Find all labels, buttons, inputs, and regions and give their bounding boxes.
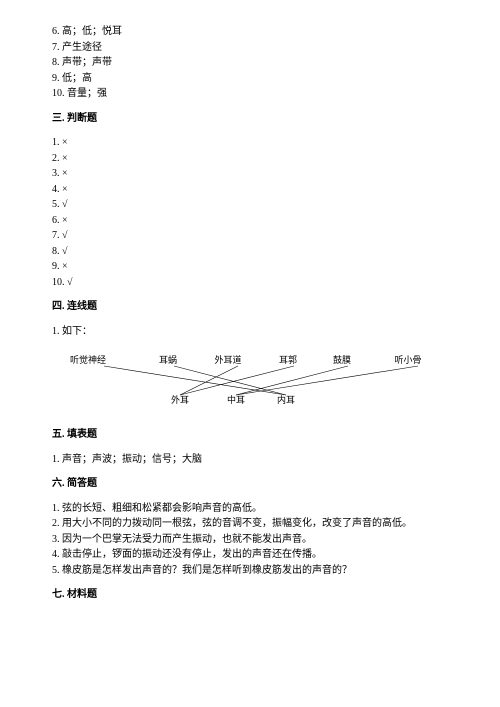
judge-line: 5. √ <box>52 197 448 213</box>
match-edge <box>236 366 348 395</box>
diagram-bottom-label: 中耳 <box>227 394 245 405</box>
section-heading-fill-table: 五. 填表题 <box>52 427 448 443</box>
answer-line: 8. 声带；声带 <box>52 55 448 71</box>
judge-line: 4. × <box>52 182 448 198</box>
diagram-bottom-label: 内耳 <box>277 394 295 405</box>
fill-table-answers: 1. 声音；声波；振动；信号；大脑 <box>52 452 448 468</box>
diagram-top-label: 听觉神经 <box>70 354 106 365</box>
match-edge <box>104 366 286 395</box>
short-answer-line: 2. 用大小不同的力拨动同一根弦，弦的音调不变，振幅变化，改变了声音的高低。 <box>52 516 448 532</box>
short-answer-line: 3. 因为一个巴掌无法受力而产生振动，也就不能发出声音。 <box>52 532 448 548</box>
match-intro: 1. 如下： <box>52 324 448 340</box>
diagram-top-label: 耳郭 <box>279 354 297 365</box>
judge-line: 7. √ <box>52 228 448 244</box>
judge-line: 2. × <box>52 151 448 167</box>
judge-line: 6. × <box>52 213 448 229</box>
match-edge <box>180 366 294 395</box>
top-answers: 6. 高；低；悦耳 7. 产生途径 8. 声带；声带 9. 低；高 10. 音量… <box>52 24 448 102</box>
judge-line: 10. √ <box>52 275 448 291</box>
answer-line: 10. 音量；强 <box>52 86 448 102</box>
matching-diagram: 听觉神经 耳蜗 外耳道 耳郭 鼓膜 听小骨外耳 中耳 内耳 <box>52 349 448 413</box>
section-heading-material: 七. 材料题 <box>52 587 448 603</box>
section-heading-judge: 三. 判断题 <box>52 111 448 127</box>
short-answer-line: 5. 橡皮筋是怎样发出声音的？我们是怎样听到橡皮筋发出的声音的？ <box>52 563 448 579</box>
judge-answers: 1. × 2. × 3. × 4. × 5. √ 6. × 7. √ 8. √ … <box>52 135 448 290</box>
diagram-top-label: 耳蜗 <box>159 355 177 365</box>
judge-line: 9. × <box>52 259 448 275</box>
short-answer-answers: 1. 弦的长短、粗细和松紧都会影响声音的高低。 2. 用大小不同的力拨动同一根弦… <box>52 501 448 579</box>
judge-line: 1. × <box>52 135 448 151</box>
judge-line: 8. √ <box>52 244 448 260</box>
section-heading-short-answer: 六. 简答题 <box>52 476 448 492</box>
judge-line: 3. × <box>52 166 448 182</box>
answer-line: 9. 低；高 <box>52 71 448 87</box>
short-answer-line: 4. 敲击停止，锣面的振动还没有停止，发出的声音还在传播。 <box>52 547 448 563</box>
diagram-top-label: 鼓膜 <box>333 354 351 365</box>
diagram-top-label: 听小骨 <box>394 355 421 365</box>
matching-diagram-svg: 听觉神经 耳蜗 外耳道 耳郭 鼓膜 听小骨外耳 中耳 内耳 <box>52 349 448 413</box>
diagram-bottom-label: 外耳 <box>171 394 189 405</box>
section-heading-match: 四. 连线题 <box>52 299 448 315</box>
answer-line: 7. 产生途径 <box>52 40 448 56</box>
match-edge <box>236 366 418 395</box>
diagram-top-label: 外耳道 <box>214 354 241 365</box>
answer-line: 6. 高；低；悦耳 <box>52 24 448 40</box>
short-answer-line: 1. 弦的长短、粗细和松紧都会影响声音的高低。 <box>52 501 448 517</box>
fill-table-line: 1. 声音；声波；振动；信号；大脑 <box>52 452 448 468</box>
page: 6. 高；低；悦耳 7. 产生途径 8. 声带；声带 9. 低；高 10. 音量… <box>0 0 500 632</box>
match-edge <box>174 366 286 395</box>
